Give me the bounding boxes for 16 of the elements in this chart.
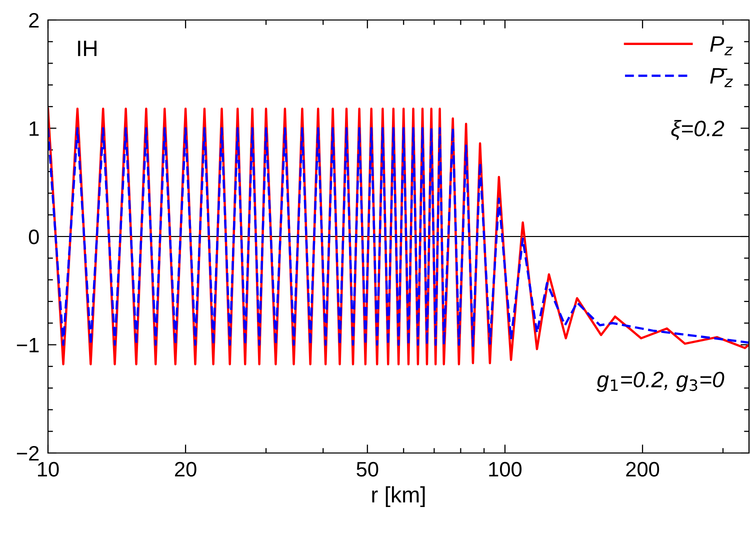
annotation: g$_{1}$=0.2, g$_{3}$=0 (596, 372, 724, 392)
x-tick-label: 200 (626, 462, 660, 477)
legend-label: P̄$_{z}$ (710, 68, 733, 88)
x-tick-label: 100 (489, 462, 522, 477)
legend-label: P$_{z}$ (710, 36, 733, 56)
annotation: ξ=0.2 (671, 120, 724, 140)
y-tick-label: 2 (29, 13, 39, 28)
x-tick-label: 20 (175, 462, 196, 477)
y-tick-label: 0 (28, 230, 39, 244)
y-tick-label: −1 (16, 338, 39, 352)
x-tick-label: 10 (38, 462, 59, 477)
y-tick-label: 1 (30, 121, 39, 136)
x-tick-label: 50 (356, 462, 378, 477)
y-tick-label: −2 (16, 446, 39, 461)
x-axis-title: r [km] (372, 486, 425, 508)
annotation: IH (78, 40, 96, 56)
